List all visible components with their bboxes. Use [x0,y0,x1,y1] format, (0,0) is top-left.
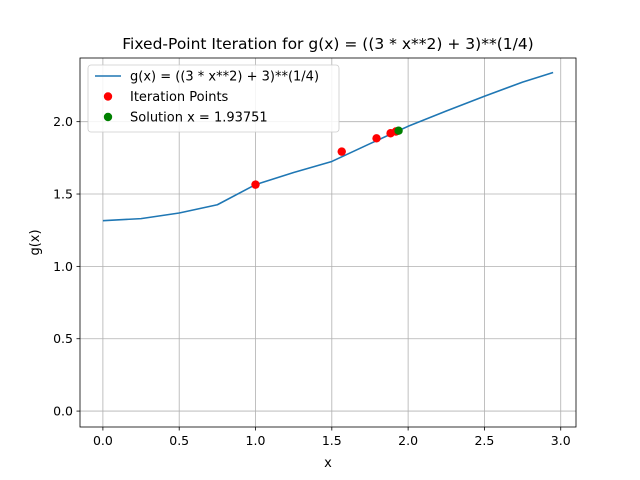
plot-area-frame [79,57,577,428]
x-tick-label: 1.0 [246,433,266,448]
y-tick-label: 1.0 [53,259,73,274]
x-axis-label: x [324,456,332,471]
legend-entry-label: Iteration Points [130,90,229,105]
data-point-1 [251,180,260,189]
axis-ticks: 0.0 0.5 1.0 1.5 2.0 2.5 3.0 0.0 0.5 1.0 1.5 2.0 [53,114,571,448]
x-tick-label: 0.0 [93,433,113,448]
legend-entry-label: g(x) = ((3 * x**2) + 3)**(1/4) [130,70,319,85]
y-tick-label: 1.5 [53,187,73,202]
data-point-1 [372,134,381,143]
legend-swatch-marker [103,92,113,101]
y-axis-label: g(x) [28,229,43,255]
series-line-0 [102,71,554,222]
legend-box [87,64,340,133]
y-tick-label: 0.5 [53,331,73,346]
x-tick-label: 2.0 [398,433,418,448]
y-tick-label: 2.0 [53,114,73,129]
legend: g(x) = ((3 * x**2) + 3)**(1/4) Iteration … [87,64,340,133]
data-point-1 [337,147,346,156]
plot-series [102,71,554,222]
data-point-2 [394,126,403,135]
x-tick-label: 0.5 [169,433,189,448]
x-tick-label: 3.0 [551,433,571,448]
x-tick-label: 2.5 [474,433,494,448]
y-tick-label: 0.0 [53,404,73,419]
x-tick-label: 1.5 [322,433,342,448]
legend-entry-label: Solution x = 1.93751 [130,111,268,126]
chart-title: Fixed-Point Iteration for g(x) = ((3 * x… [122,35,533,53]
legend-swatch-marker [103,112,113,122]
